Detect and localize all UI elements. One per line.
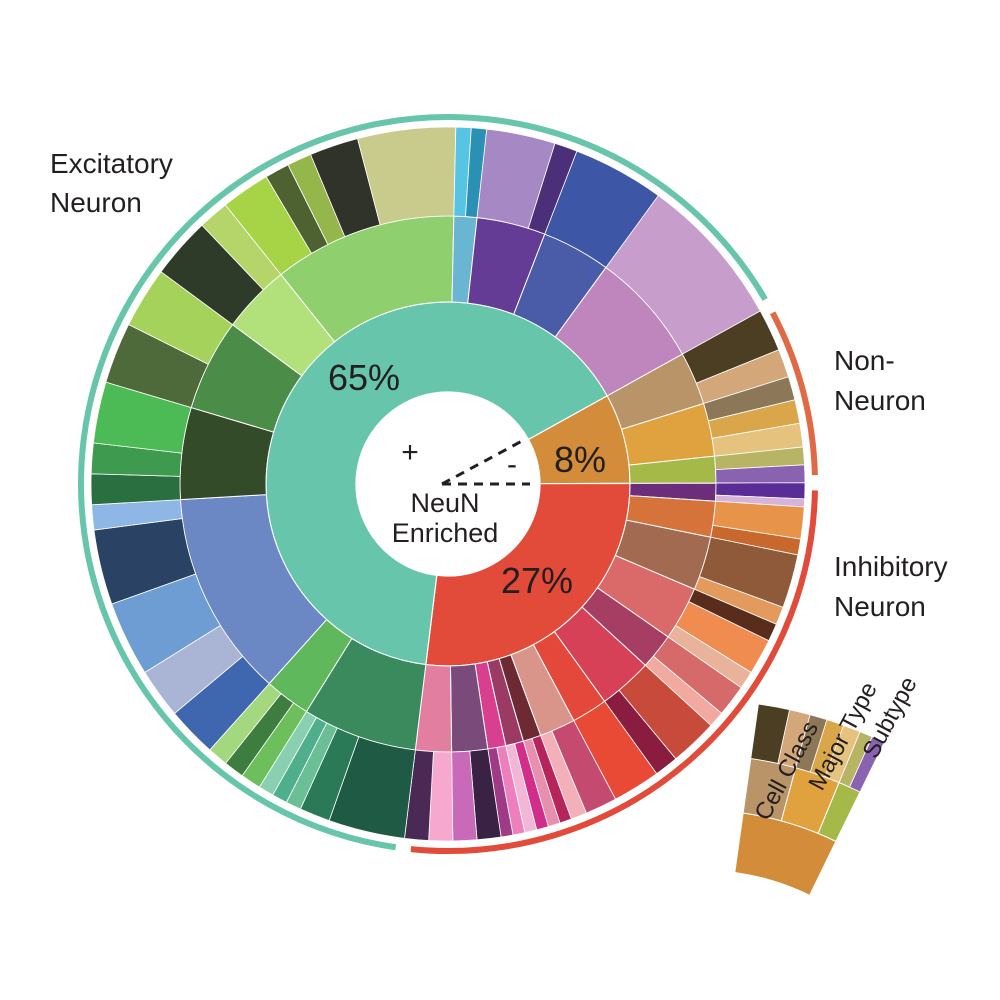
- percent-label-excitatory: 65%: [328, 357, 400, 398]
- center-plus: +: [401, 436, 419, 469]
- class-label-inhibitory-line1: Inhibitory: [834, 551, 948, 582]
- legend-subtype-wedge-2-1: [849, 736, 885, 793]
- center-label-line1: NeuN: [410, 488, 479, 518]
- class-label-nonneuron-line1: Non-: [834, 345, 895, 376]
- subtype-segment-excitatory-neuron-10-0: [605, 195, 761, 355]
- ring-legend: [734, 703, 885, 896]
- percent-label-inhibitory: 27%: [501, 560, 573, 601]
- center-minus: -: [507, 448, 517, 481]
- center-label-line2: Enriched: [392, 518, 499, 548]
- subtype-segment-excitatory-neuron-3-0: [90, 473, 181, 506]
- outer-arc-non-neuron: [769, 311, 818, 476]
- class-outer-arcs: [78, 114, 818, 854]
- class-label-excitatory-line1: Excitatory: [50, 148, 173, 179]
- outer-arc-excitatory-neuron: [78, 114, 768, 851]
- class-label-inhibitory-line2: Neuron: [834, 591, 926, 622]
- percent-label-nonneuron: 8%: [554, 439, 606, 480]
- class-label-excitatory-line2: Neuron: [50, 187, 142, 218]
- sunburst-rings: [90, 126, 806, 842]
- class-label-nonneuron-line2: Neuron: [834, 385, 926, 416]
- center-label-group: + - NeuN Enriched: [392, 436, 530, 548]
- outer-arc-inhibitory-neuron: [410, 490, 818, 854]
